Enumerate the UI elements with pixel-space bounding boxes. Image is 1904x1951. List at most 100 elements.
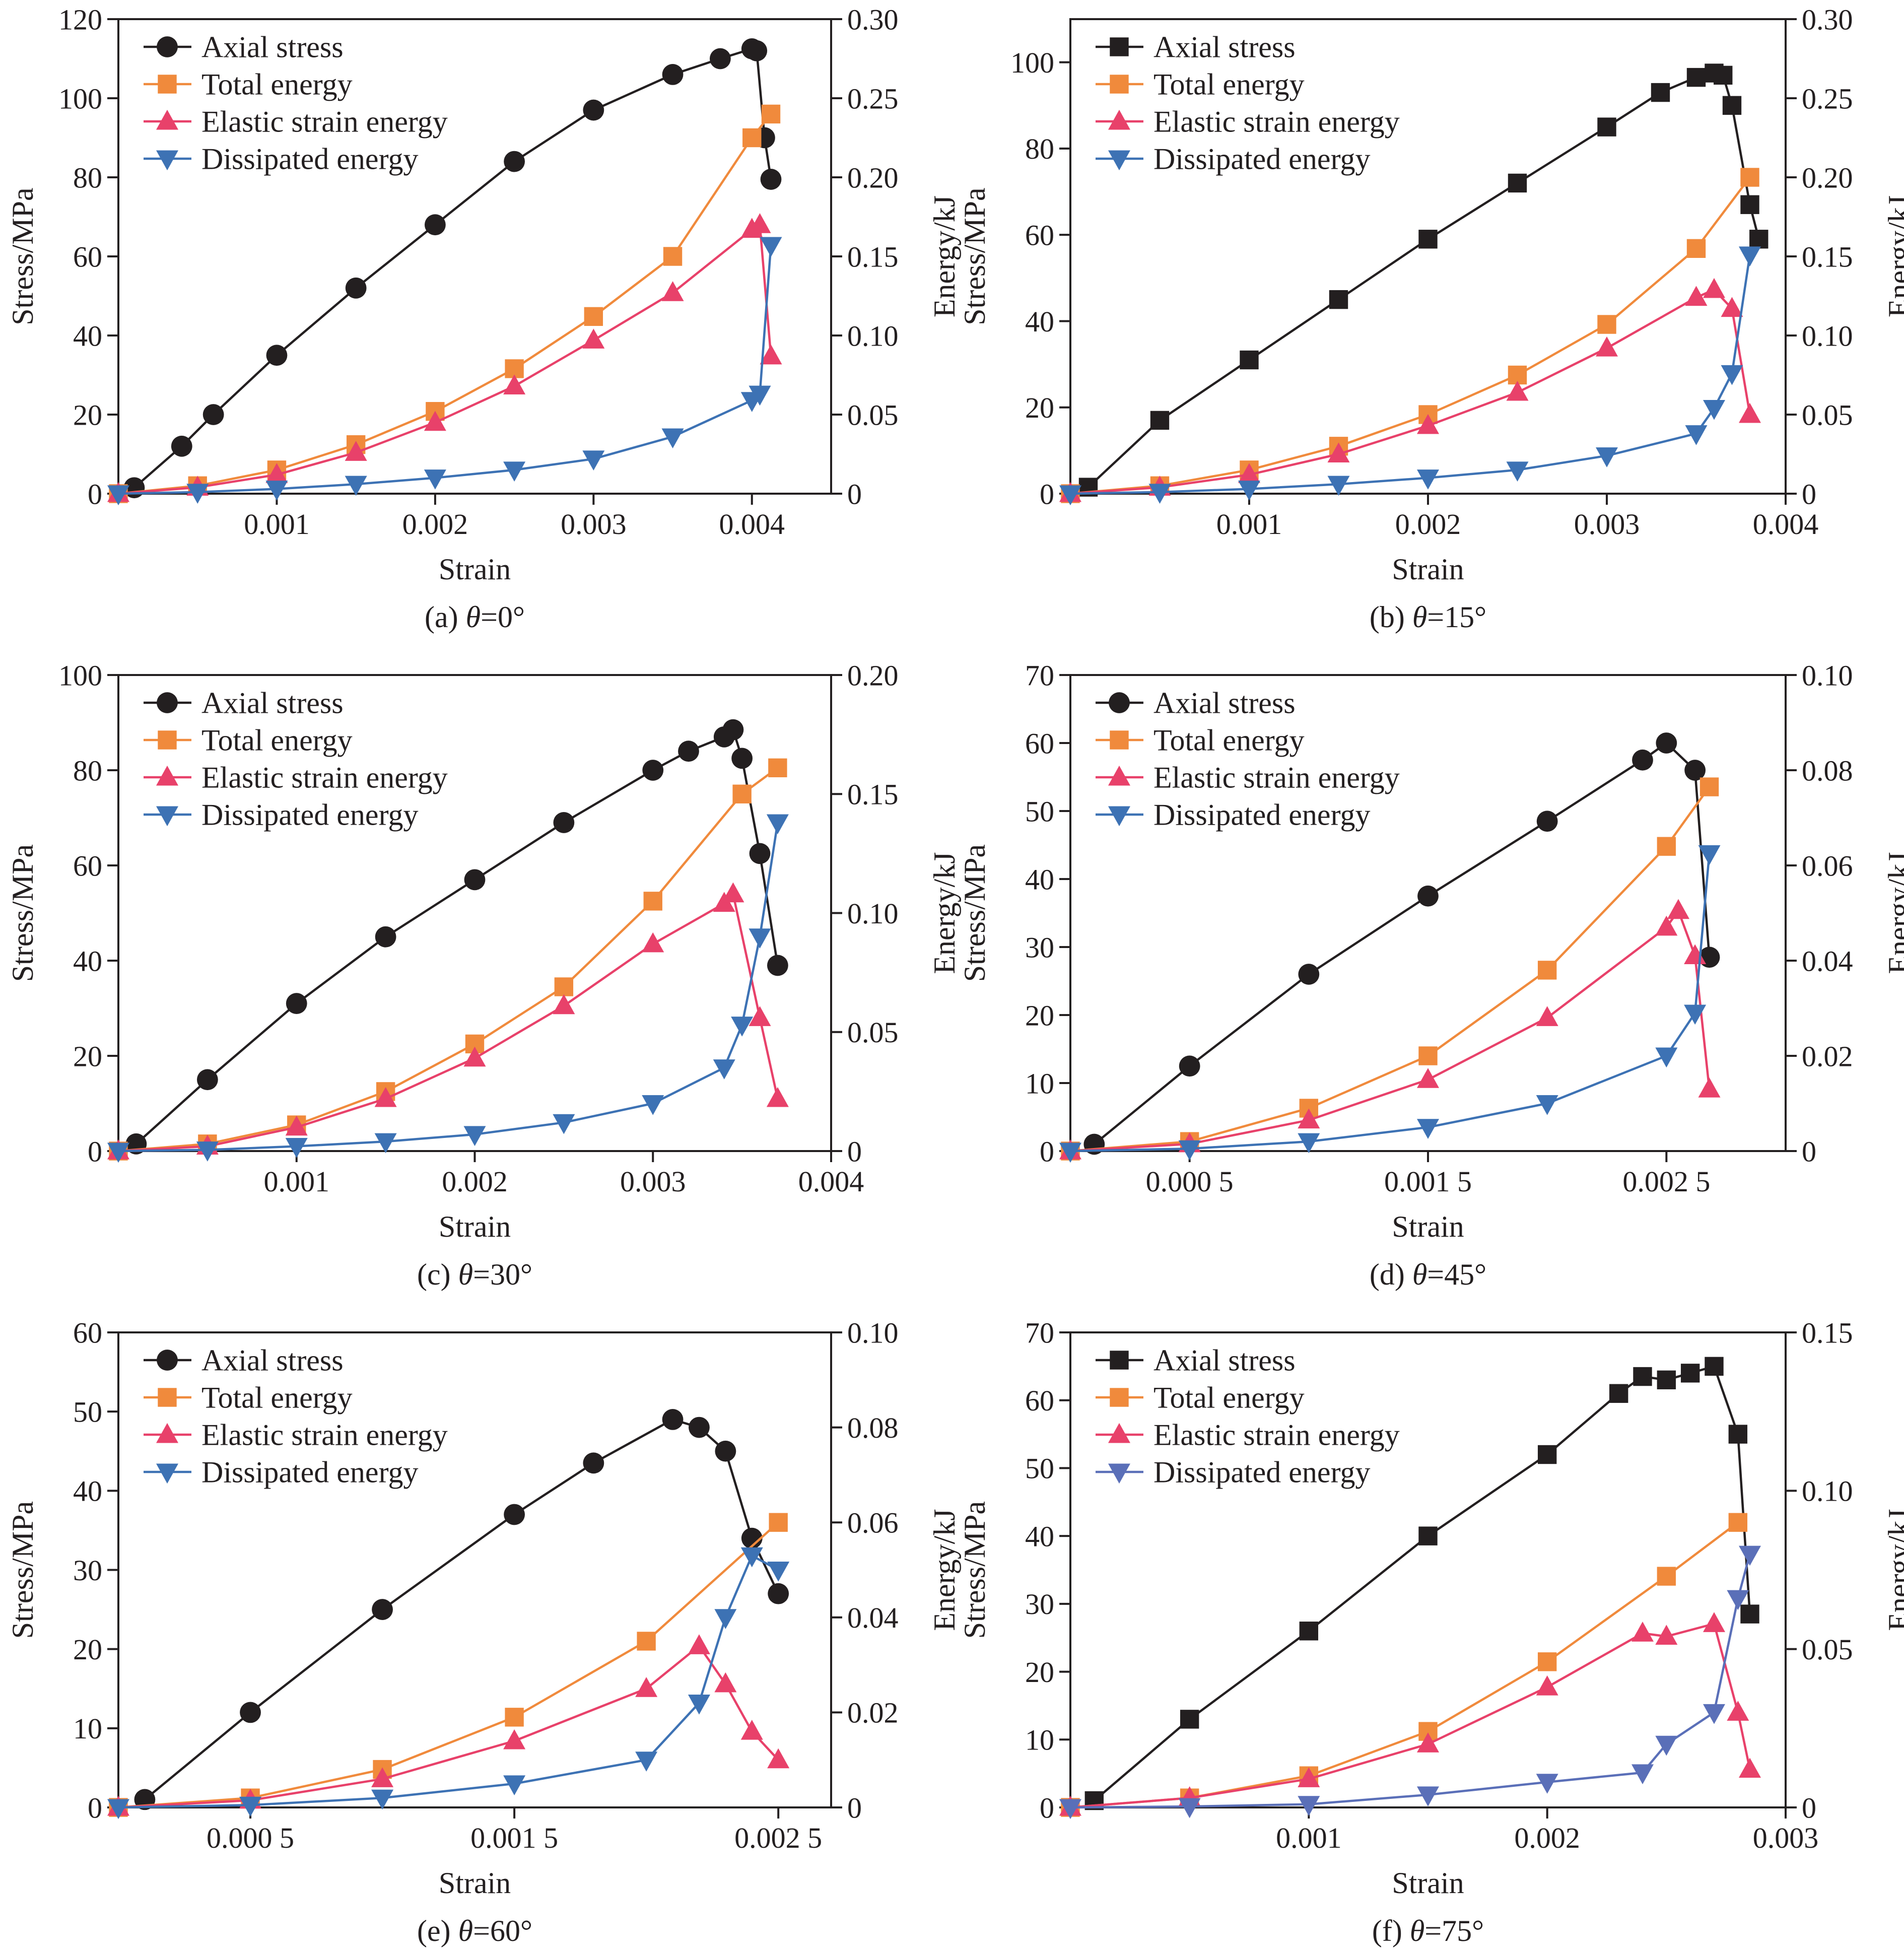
data-point [662,1408,684,1430]
y2-axis-label: Energy/kJ [928,195,961,317]
data-point [372,1599,393,1620]
data-point [1739,246,1761,266]
series-dissipated-energy [1059,1545,1761,1820]
data-point [1597,315,1616,334]
data-point [1631,1764,1654,1784]
data-point [1749,230,1769,249]
data-point [1703,399,1725,420]
data-point [374,1133,397,1154]
panel-caption: (c) θ=30° [417,1258,532,1291]
legend-marker [1110,37,1129,56]
x-tick-label: 0.003 [1753,1822,1819,1854]
data-point [760,169,782,190]
data-point [1655,1735,1678,1756]
data-point [1240,350,1259,370]
data-point [505,1708,524,1727]
data-point [1609,1384,1628,1403]
data-point [107,485,129,506]
data-point [1508,173,1527,193]
data-point [463,1126,486,1147]
series-dissipated-energy [1059,246,1761,506]
data-point [286,993,307,1014]
data-point [1698,1078,1721,1098]
x-tick-label: 0.002 [442,1165,508,1198]
data-point [732,784,752,803]
y-tick-label: 60 [1025,219,1054,251]
series-layer [107,38,782,506]
y2-tick-label: 0 [1802,478,1816,510]
legend-marker [1110,1351,1129,1370]
y2-axis-label: Energy/kJ [1882,195,1904,317]
data-point [1327,476,1350,496]
data-point [503,1729,526,1750]
legend-label: Elastic strain energy [201,105,448,138]
x-tick-label: 0.001 [244,508,310,541]
data-point [1506,461,1529,482]
y-tick-label: 0 [88,478,102,510]
data-point [503,461,526,482]
data-point [1596,447,1618,467]
data-point [202,404,224,425]
caption-theta-symbol: θ [1410,1914,1424,1947]
caption-angle: =75° [1424,1914,1484,1947]
data-point [1418,230,1438,249]
caption-angle: =0° [481,600,525,634]
y2-tick-label: 0.30 [1802,3,1853,36]
data-point [1727,1590,1749,1610]
legend-marker [1109,692,1130,713]
y2-tick-label: 0.25 [847,82,899,115]
data-point [1417,1732,1439,1753]
y-tick-label: 120 [58,3,102,36]
data-point [285,1115,308,1136]
caption-theta-symbol: θ [458,1914,473,1947]
data-point [196,1141,219,1162]
data-point [1148,484,1171,504]
y-tick-label: 10 [1025,1067,1054,1100]
panel-caption: (f) θ=75° [1372,1914,1484,1947]
data-point [371,1789,394,1810]
data-point [1651,83,1670,102]
series-layer [107,719,789,1163]
data-point [265,463,288,483]
y2-tick-label: 0.15 [847,778,899,811]
x-tick-label: 0.001 [264,1165,330,1198]
y-tick-label: 70 [1025,1316,1054,1349]
legend-marker [156,150,178,171]
chart-panel-1: 0 20 40 60 80 100 120 0 0.05 0.10 0.15 0.20 0.25 0.30… [6,3,961,634]
data-point [1059,485,1081,506]
y-tick-label: 20 [73,1040,102,1072]
data-point [749,385,771,406]
x-tick-label: 0.003 [620,1165,686,1198]
series-line [1093,1365,1751,1802]
y2-tick-label: 0.30 [847,3,899,36]
x-tick-label: 0.002 5 [1622,1165,1710,1198]
data-point [1728,1425,1748,1444]
legend-marker [156,1463,178,1484]
y-tick-label: 100 [58,82,102,115]
data-point [678,741,699,762]
data-point [1596,337,1618,357]
x-tick-label: 0.002 [1395,508,1461,541]
series-dissipated-energy [107,237,782,506]
y-tick-label: 80 [1025,132,1054,165]
data-point [643,892,662,911]
x-tick-label: 0.001 [1276,1822,1342,1854]
data-point [345,441,367,461]
y2-axis-label: Energy/kJ [928,852,961,974]
panel-caption: (e) θ=60° [417,1914,532,1947]
data-point [345,476,367,496]
legend-label: Dissipated energy [201,1455,418,1489]
data-point [740,1720,763,1740]
legend: Axial stress Total energy Elastic strain e… [144,30,448,175]
data-point [1299,1622,1319,1641]
caption-angle: =45° [1427,1258,1486,1291]
y-tick-label: 50 [1025,795,1054,828]
legend-marker [157,692,178,713]
y2-tick-label: 0.10 [1802,659,1853,692]
legend-label: Total energy [1153,723,1305,757]
legend-label: Elastic strain energy [201,761,448,794]
y2-tick-label: 0.10 [1802,1475,1853,1508]
caption-theta-symbol: θ [1412,1258,1427,1291]
y-tick-label: 20 [1025,999,1054,1032]
data-point [1059,1142,1081,1163]
